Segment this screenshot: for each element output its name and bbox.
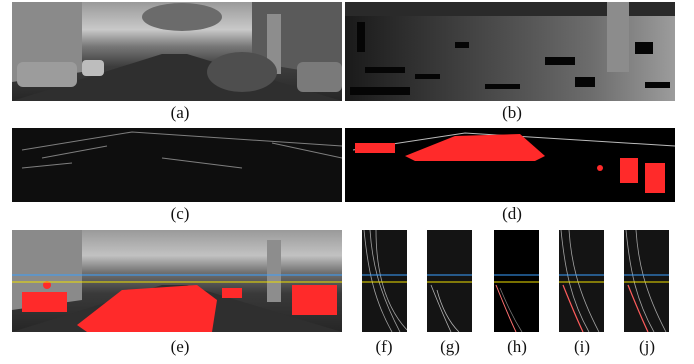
detection-mask-d: [352, 132, 675, 193]
panel-h-vdisparity: [494, 230, 539, 332]
caption-d: (d): [502, 204, 522, 223]
panel-e-overlay: [12, 230, 342, 332]
depth-texture-b: [345, 2, 675, 95]
panel-a-street-image: [12, 2, 342, 101]
panel-c-edge-map: [12, 128, 342, 202]
caption-g: (g): [440, 337, 460, 356]
caption-i: (i): [573, 337, 591, 356]
vdisparity-h: [494, 274, 539, 332]
street-scene-a: [12, 2, 342, 101]
caption-f: (f): [375, 337, 393, 356]
vdisparity-i: [559, 230, 604, 332]
panel-f-vdisparity: [362, 230, 407, 332]
panel-g-vdisparity: [427, 230, 472, 332]
panel-j-vdisparity: [624, 230, 669, 332]
vdisparity-g: [427, 274, 472, 332]
overlay-scene-e: [12, 230, 342, 332]
caption-b: (b): [502, 103, 522, 122]
vdisparity-f: [362, 230, 407, 332]
caption-a: (a): [170, 103, 190, 122]
panel-d-detections: [345, 128, 675, 202]
caption-c: (c): [170, 204, 190, 223]
vdisparity-j: [624, 230, 669, 332]
caption-e: (e): [170, 337, 190, 356]
panel-b-depth-map: [345, 2, 675, 101]
caption-h: (h): [507, 337, 527, 356]
edge-lines-c: [21, 131, 342, 169]
caption-j: (j): [638, 337, 656, 356]
panel-i-vdisparity: [559, 230, 604, 332]
